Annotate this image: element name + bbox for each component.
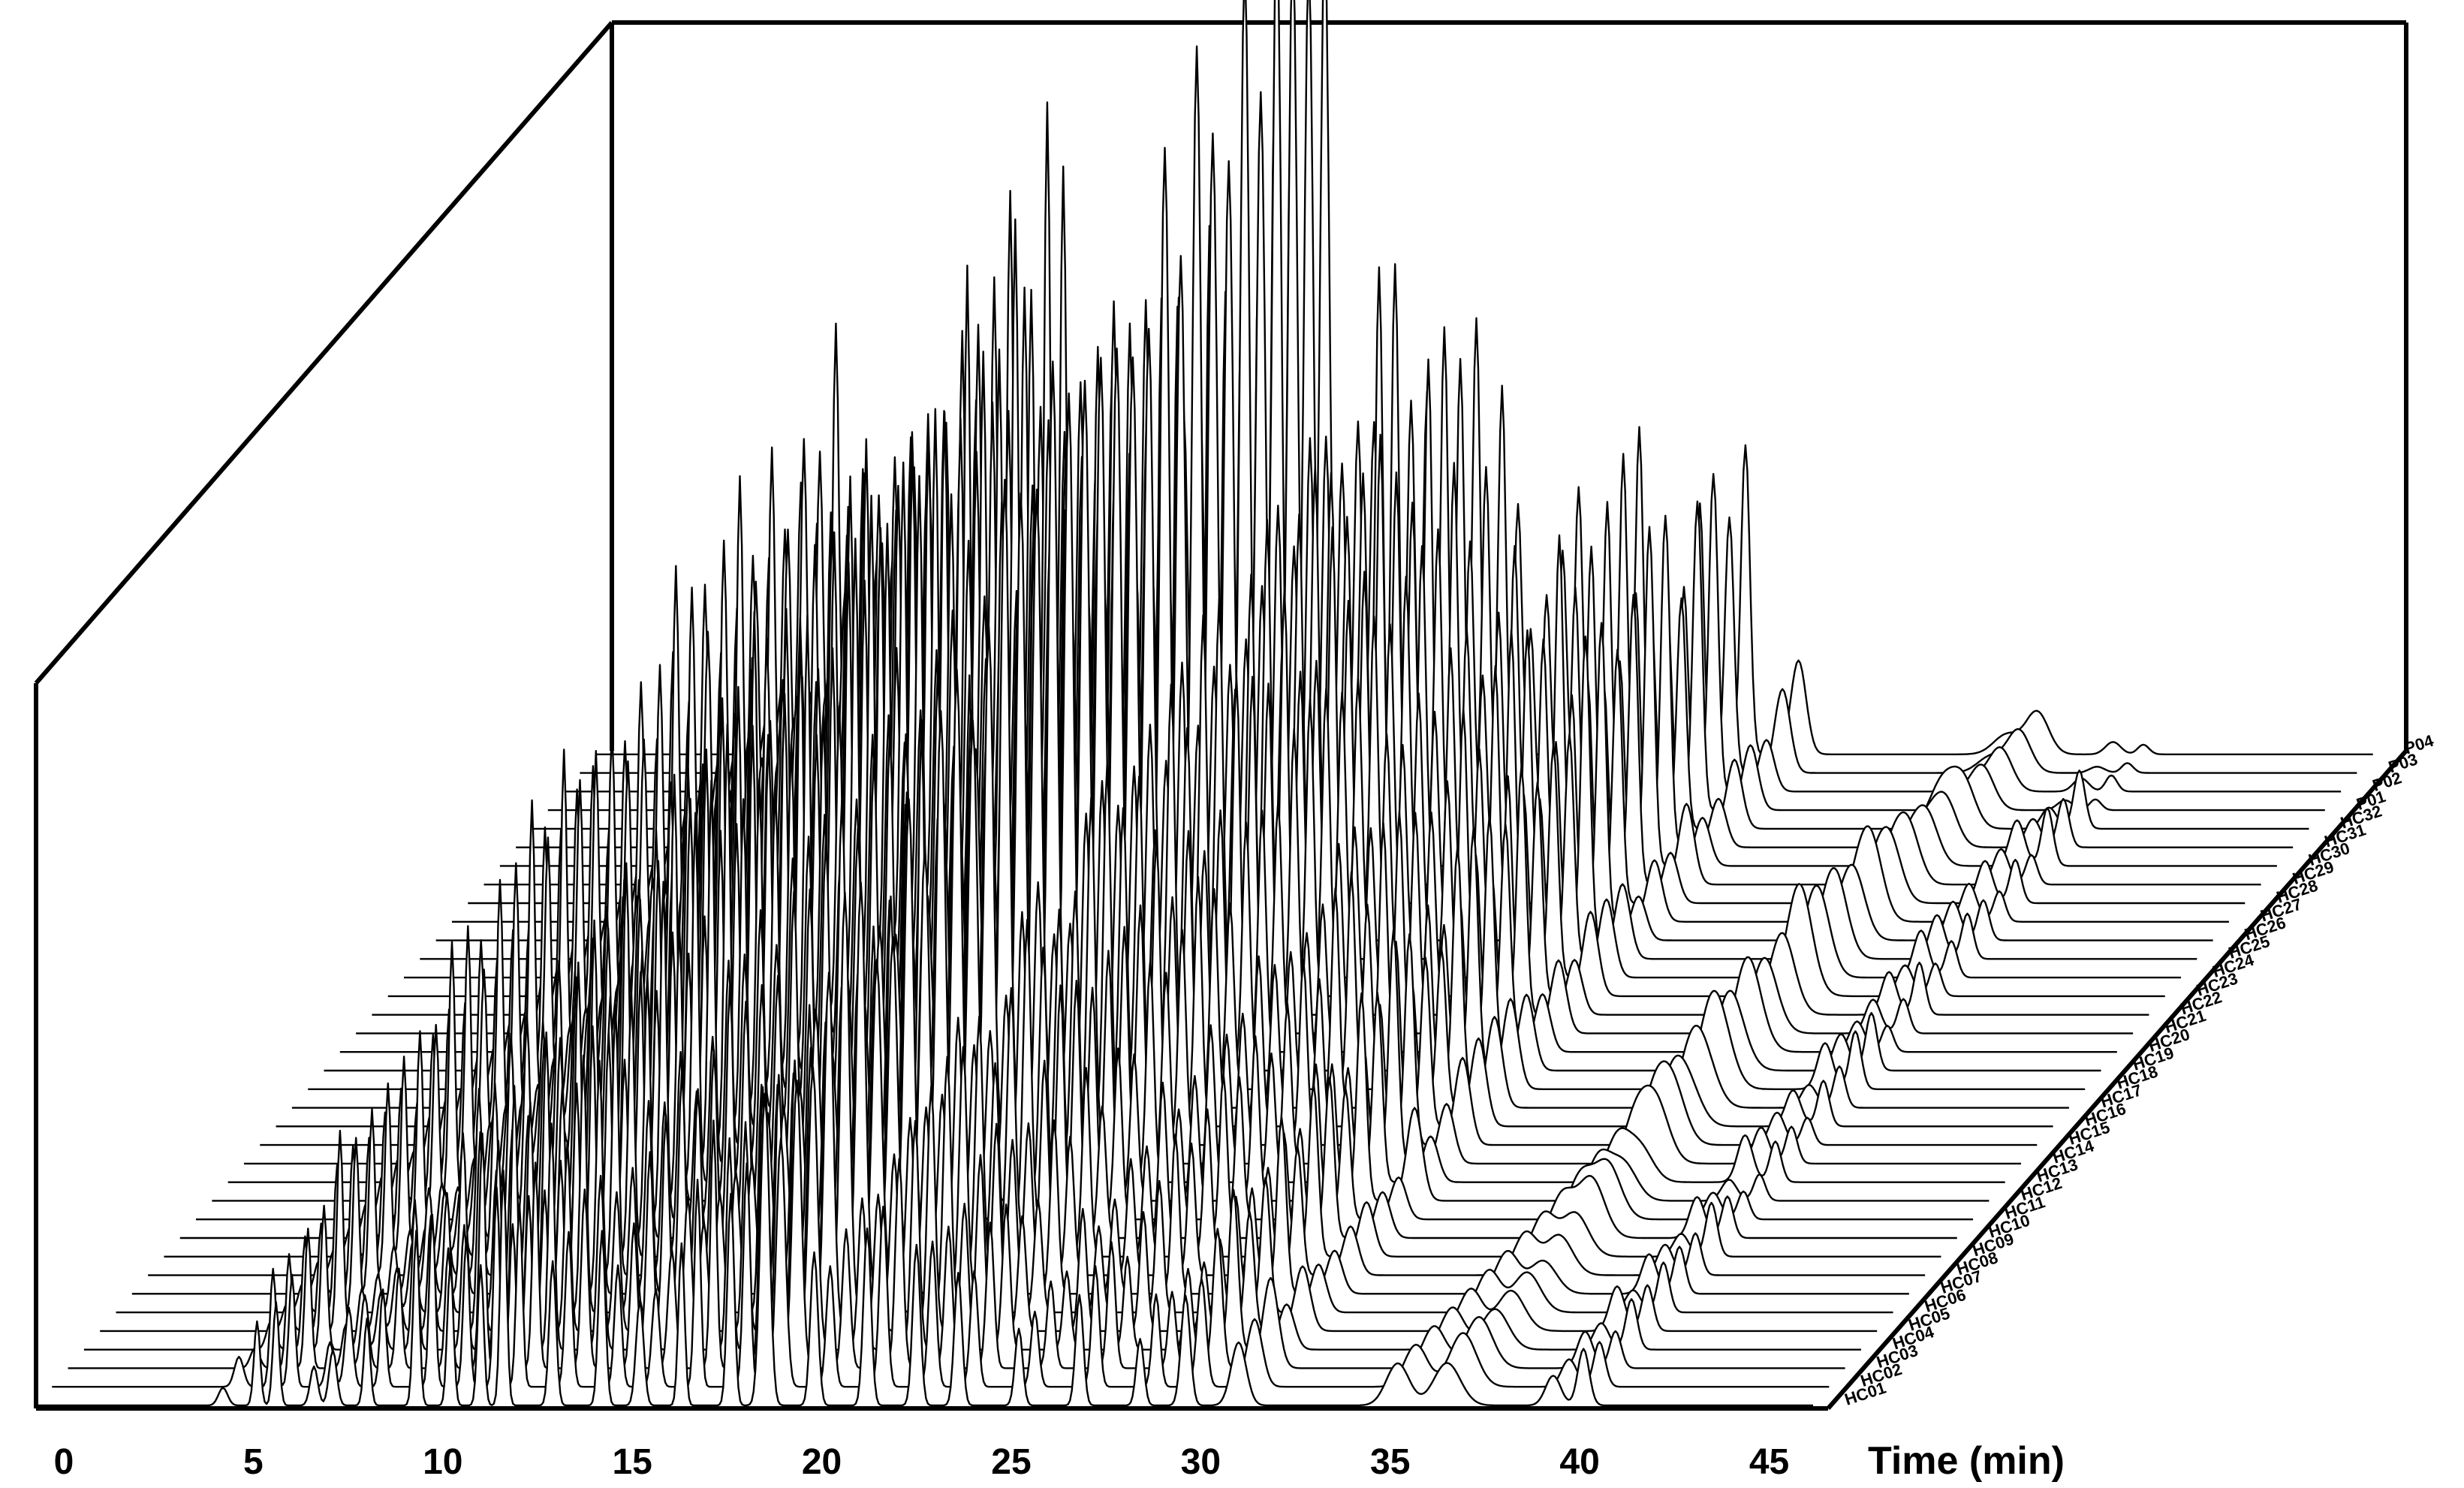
x-tick-label-40: 40 bbox=[1559, 1442, 1599, 1482]
x-tick-label-35: 35 bbox=[1370, 1442, 1410, 1482]
x-tick-label-45: 45 bbox=[1749, 1442, 1789, 1482]
frame-top-edge bbox=[34, 21, 614, 685]
x-tick-label-25: 25 bbox=[991, 1442, 1031, 1482]
x-tick-label-10: 10 bbox=[423, 1442, 462, 1482]
frame-bottom-right-depth bbox=[1826, 749, 2408, 1410]
x-tick-label-15: 15 bbox=[612, 1442, 652, 1482]
chart-frame bbox=[34, 20, 2408, 1411]
x-tick-label-5: 5 bbox=[243, 1442, 264, 1482]
trace-hc01 bbox=[36, 1092, 1813, 1407]
x-tick-label-20: 20 bbox=[802, 1442, 842, 1482]
x-axis-title: Time (min) bbox=[1868, 1439, 2065, 1483]
x-axis-ticks: 0 5 10 15 20 25 30 35 40 45 bbox=[54, 1442, 1790, 1482]
x-tick-label-0: 0 bbox=[54, 1442, 74, 1482]
x-tick-label-30: 30 bbox=[1181, 1442, 1221, 1482]
chromatogram-traces bbox=[36, 0, 2373, 1407]
